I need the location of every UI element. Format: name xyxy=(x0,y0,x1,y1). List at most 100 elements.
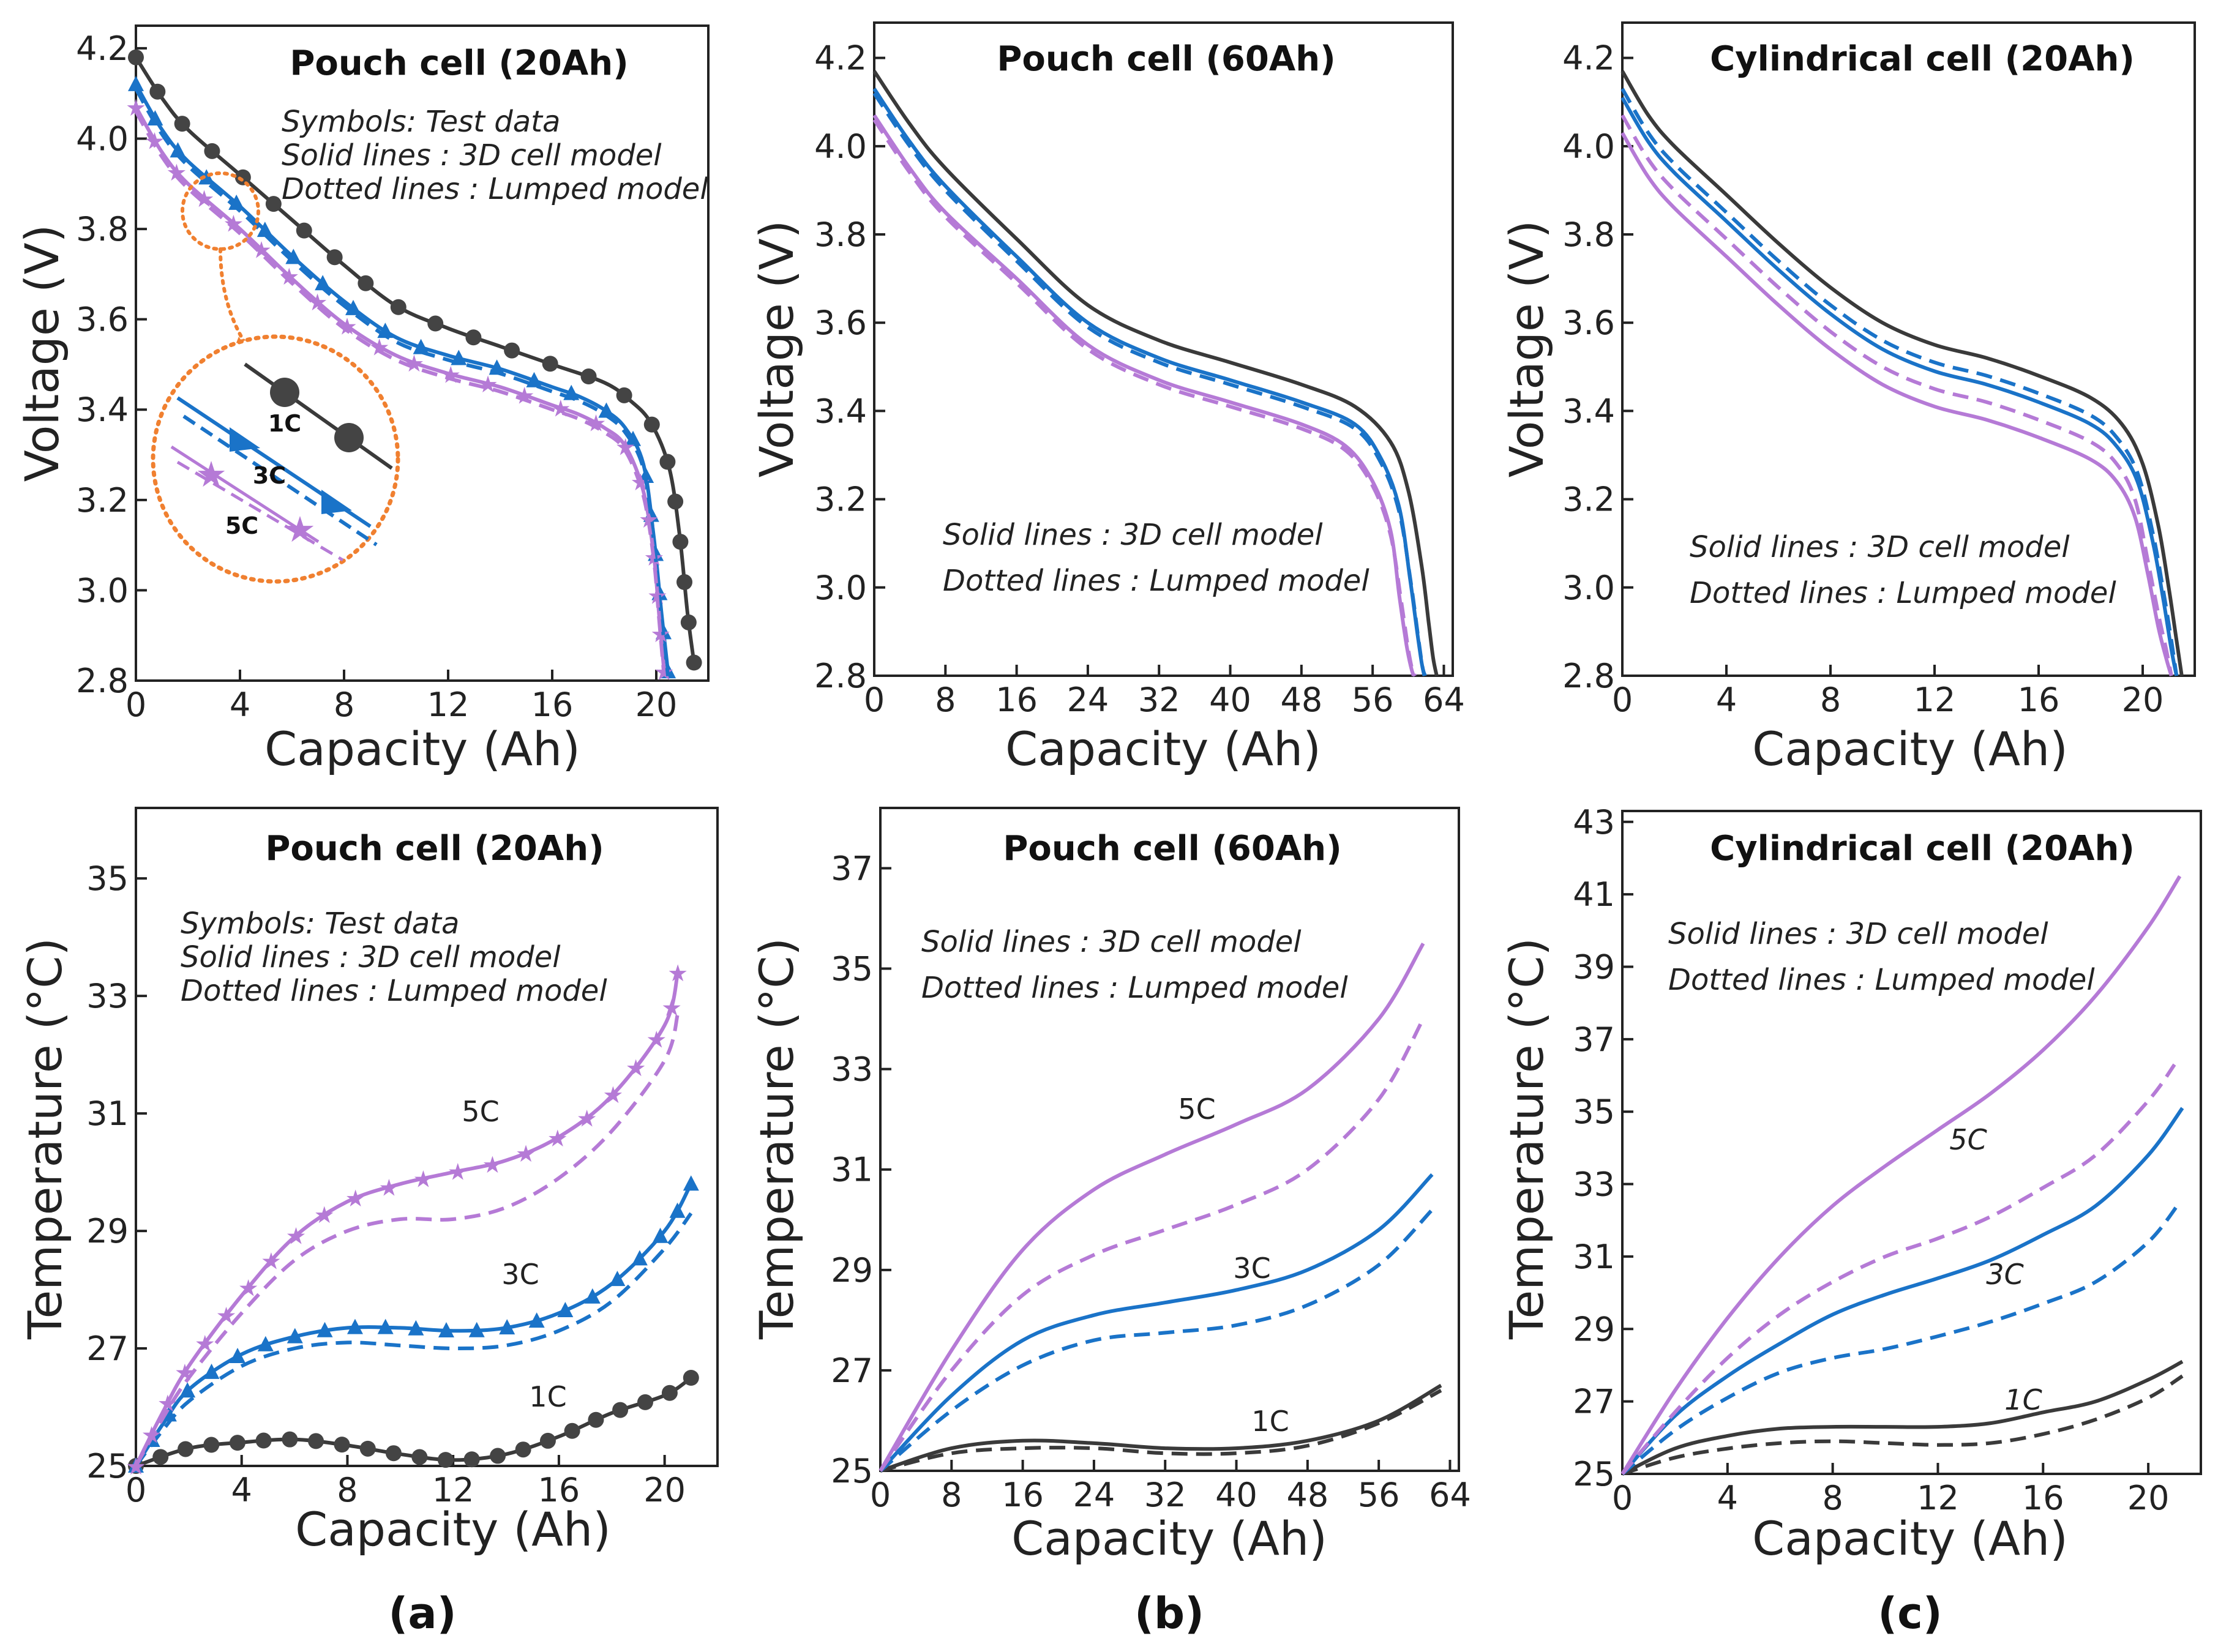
data-point-3c xyxy=(584,1288,601,1304)
panel-c-temperature: 0 4 8 12 16 20 25 27 29 31 33 35 37 39 41 43 Cylindrica… xyxy=(1499,803,2202,1639)
legend-note-3: Dotted lines : Lumped model xyxy=(282,172,708,206)
x-tick-label: 8 xyxy=(941,1476,962,1514)
data-point-5c-star-icon: ★ xyxy=(314,1202,335,1228)
tick-layer: 0 4 8 12 16 20 2.8 3.0 3.2 3.4 3.6 3.8 4.0 4.2 xyxy=(76,29,677,724)
y-tick-label: 35 xyxy=(1573,1093,1615,1131)
panel-a-voltage: 0 4 8 12 16 202.83.03.23.43.63.84.04.2 ★★★★★★… xyxy=(15,24,710,776)
data-point-3c xyxy=(468,1321,485,1337)
y-tick-label: 29 xyxy=(86,1212,129,1250)
x-tick-label: 56 xyxy=(1358,1476,1400,1514)
x-tick-label: 0 xyxy=(1612,1479,1633,1517)
x-axis-title: Capacity (Ah) xyxy=(1752,1511,2068,1566)
x-axis-title: Capacity (Ah) xyxy=(264,722,580,776)
plot-frame xyxy=(873,21,1454,677)
tick-layer: 0 4 8 12 16 20 25 27 29 31 33 35 37 39 41 43 xyxy=(1573,803,2169,1517)
y-tick-label: 33 xyxy=(1573,1165,1615,1204)
y-tick-label: 31 xyxy=(86,1094,129,1133)
series-line-5c-dashed xyxy=(872,118,1417,678)
data-point-1c xyxy=(308,1433,324,1449)
data-point-1c xyxy=(539,1432,556,1449)
chart-title: Cylindrical cell (20Ah) xyxy=(1710,829,2135,869)
data-point-5c-star-icon: ★ xyxy=(378,1174,399,1201)
y-tick-label: 33 xyxy=(831,1050,873,1089)
legend-note-2: Dotted lines : Lumped model xyxy=(1668,963,2095,997)
y-tick-label: 27 xyxy=(831,1351,873,1390)
x-tick-label: 24 xyxy=(1073,1476,1115,1514)
legend-note-1: Solid lines : 3D cell model xyxy=(1668,917,2048,951)
y-tick-label: 25 xyxy=(831,1452,873,1490)
inset-dashed-3c xyxy=(182,414,378,547)
y-tick-label: 4.2 xyxy=(1562,39,1615,78)
x-tick-label: 40 xyxy=(1215,1476,1257,1514)
y-tick-label: 3.2 xyxy=(76,481,129,520)
y-tick-label: 3.0 xyxy=(814,569,867,607)
x-tick-label: 24 xyxy=(1067,681,1109,719)
series-line-5c-dashed xyxy=(879,1018,1425,1472)
data-point-3c xyxy=(230,1348,246,1364)
tick-layer: 0 4 8 12 16 20 25 27 29 31 33 35 xyxy=(86,859,686,1509)
data-point-5c-star-icon: ★ xyxy=(602,1082,623,1108)
data-point-5c-star-icon: ★ xyxy=(577,1105,598,1132)
data-point-1c xyxy=(296,222,312,239)
plot-frame xyxy=(135,24,710,682)
series-line-1c-solid xyxy=(872,70,1439,676)
x-tick-label: 16 xyxy=(538,1471,580,1509)
y-tick-label: 3.4 xyxy=(76,391,129,429)
data-point-3c xyxy=(257,1336,274,1351)
legend-note-1: Solid lines : 3D cell model xyxy=(943,518,1323,552)
data-point-3c xyxy=(203,1363,220,1379)
chart-title: Pouch cell (20Ah) xyxy=(290,43,628,83)
panel-c-voltage: 0 4 8 12 16 20 2.8 3.0 3.2 3.4 3.6 3.8 4.0 4.2 Cylind… xyxy=(1499,21,2196,776)
y-tick-label: 2.8 xyxy=(1562,657,1615,695)
y-tick-label: 37 xyxy=(1573,1020,1615,1059)
panel-letter-b: (b) xyxy=(1134,1588,1204,1639)
data-point-3c xyxy=(528,1312,545,1328)
panel-b-voltage: 0 8 16 24 32 40 48 56 64 2.8 3.0 3.2 3.4 3.6 3.8 4.0 4.2… xyxy=(749,21,1465,776)
rate-label-5c: 5C xyxy=(1178,1093,1215,1126)
inset-marker-1c xyxy=(270,378,299,407)
zoom-inset-circle xyxy=(151,334,400,584)
data-point-3c xyxy=(198,169,215,185)
data-point-3c xyxy=(287,1328,303,1344)
data-point-1c xyxy=(203,1437,220,1453)
x-tick-label: 40 xyxy=(1209,681,1251,719)
y-tick-label: 4.2 xyxy=(814,39,867,78)
data-point-5c-star-icon: ★ xyxy=(279,263,299,290)
series-line-1c-dashed xyxy=(1622,1374,2184,1476)
inset-line-5c xyxy=(170,445,320,544)
x-tick-label: 0 xyxy=(126,686,146,724)
chart-title: Cylindrical cell (20Ah) xyxy=(1710,39,2135,79)
series-line-5c-solid xyxy=(134,106,666,672)
data-point-1c xyxy=(234,169,251,185)
data-point-1c xyxy=(152,1449,169,1465)
data-point-1c xyxy=(686,654,702,671)
data-point-1c xyxy=(385,1445,402,1462)
data-point-5c-star-icon: ★ xyxy=(482,1151,503,1178)
data-point-5c-star-icon: ★ xyxy=(667,960,688,987)
rate-label-1c: 1C xyxy=(1251,1405,1289,1438)
x-axis-title: Capacity (Ah) xyxy=(1752,722,2068,776)
y-tick-label: 29 xyxy=(831,1251,873,1290)
y-tick-label: 4.0 xyxy=(76,119,129,158)
data-point-1c xyxy=(490,1448,506,1464)
data-point-5c-star-icon: ★ xyxy=(547,1125,568,1152)
y-tick-label: 4.0 xyxy=(814,127,867,166)
data-point-1c xyxy=(659,454,676,470)
series-line-5c-dashed xyxy=(134,1013,680,1467)
x-tick-label: 20 xyxy=(635,686,678,724)
data-point-1c xyxy=(359,1440,376,1457)
data-point-1c xyxy=(680,614,697,630)
x-tick-label: 12 xyxy=(1914,681,1956,719)
legend-note-2: Solid lines : 3D cell model xyxy=(181,940,561,974)
data-point-1c xyxy=(515,1441,531,1458)
y-tick-label: 31 xyxy=(831,1151,873,1189)
data-point-3c xyxy=(669,1202,686,1218)
data-point-5c-star-icon: ★ xyxy=(413,1165,433,1192)
data-point-5c-star-icon: ★ xyxy=(195,1330,215,1357)
y-axis-title: Temperature (°C) xyxy=(18,938,72,1340)
y-tick-label: 3.2 xyxy=(1562,480,1615,519)
data-point-5c-star-icon: ★ xyxy=(126,1453,146,1480)
series-line-3c-solid xyxy=(879,1173,1434,1473)
data-point-1c xyxy=(588,1411,604,1428)
inset-marker-1c xyxy=(334,423,364,452)
